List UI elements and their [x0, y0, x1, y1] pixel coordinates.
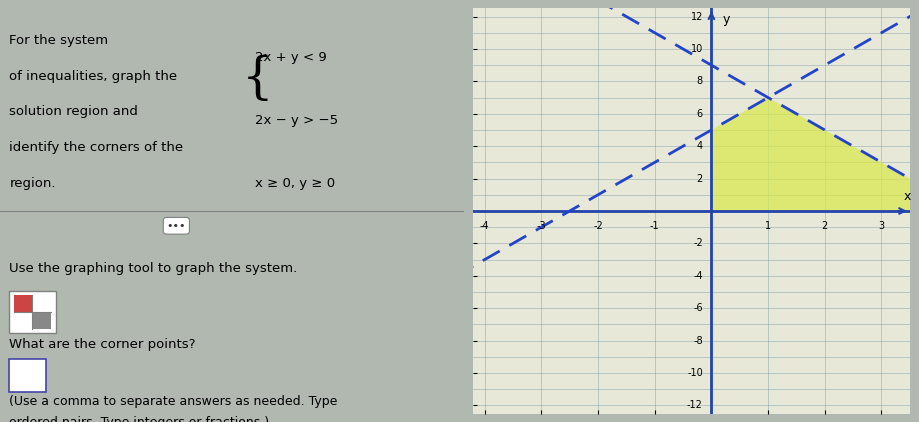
Bar — [32, 312, 51, 329]
Text: 2: 2 — [822, 221, 828, 231]
Text: solution region and: solution region and — [9, 106, 138, 119]
Text: -2: -2 — [593, 221, 603, 231]
Text: -1: -1 — [650, 221, 660, 231]
Text: 4: 4 — [697, 141, 703, 151]
Text: 2: 2 — [697, 173, 703, 184]
Text: -8: -8 — [693, 335, 703, 346]
Text: ordered pairs. Type integers or fractions.): ordered pairs. Type integers or fraction… — [9, 416, 269, 422]
Text: 6: 6 — [697, 109, 703, 119]
Text: -6: -6 — [693, 303, 703, 313]
FancyBboxPatch shape — [9, 291, 56, 333]
Text: 10: 10 — [691, 44, 703, 54]
Polygon shape — [711, 97, 919, 211]
Text: -3: -3 — [537, 221, 546, 231]
Text: -2: -2 — [693, 238, 703, 249]
Text: 8: 8 — [697, 76, 703, 87]
Text: -4: -4 — [480, 221, 490, 231]
Text: 2x − y > −5: 2x − y > −5 — [255, 114, 338, 127]
Text: 2x + y < 9: 2x + y < 9 — [255, 51, 327, 64]
Text: For the system: For the system — [9, 34, 108, 47]
Text: y: y — [722, 14, 730, 26]
Text: {: { — [242, 55, 273, 104]
Text: region.: region. — [9, 177, 56, 190]
Text: (Use a comma to separate answers as needed. Type: (Use a comma to separate answers as need… — [9, 395, 337, 408]
Text: -4: -4 — [693, 271, 703, 281]
Bar — [14, 295, 32, 312]
Text: x ≥ 0, y ≥ 0: x ≥ 0, y ≥ 0 — [255, 177, 335, 190]
Text: •••: ••• — [166, 221, 187, 231]
Text: -12: -12 — [687, 400, 703, 411]
Text: 1: 1 — [765, 221, 771, 231]
Text: -10: -10 — [687, 368, 703, 378]
FancyBboxPatch shape — [9, 359, 47, 392]
Text: Use the graphing tool to graph the system.: Use the graphing tool to graph the syste… — [9, 262, 298, 275]
Text: 12: 12 — [690, 11, 703, 22]
Text: What are the corner points?: What are the corner points? — [9, 338, 196, 351]
Text: of inequalities, graph the: of inequalities, graph the — [9, 70, 177, 83]
Text: 3: 3 — [879, 221, 884, 231]
Text: x: x — [903, 190, 911, 203]
Text: identify the corners of the: identify the corners of the — [9, 141, 184, 154]
